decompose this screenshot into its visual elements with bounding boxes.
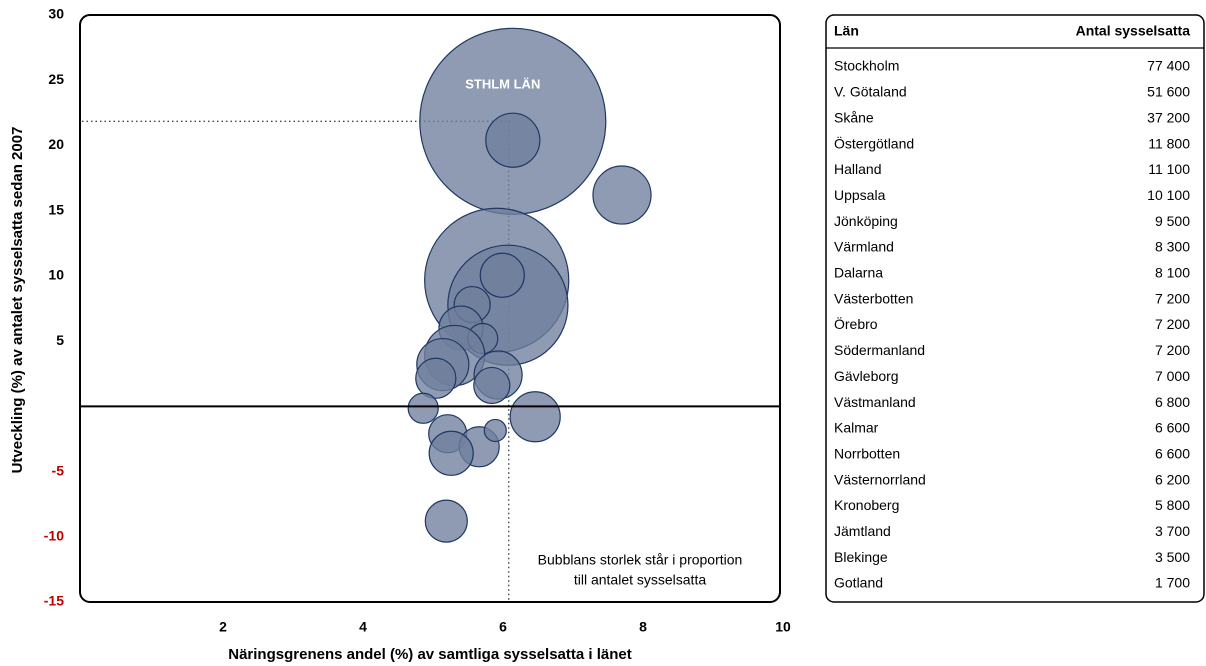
annotation: STHLM LÄN <box>465 77 540 92</box>
bubble <box>592 165 652 225</box>
bubble <box>479 252 525 298</box>
table-cell: Stockholm <box>834 58 899 74</box>
table-cell: 37 200 <box>1147 109 1190 125</box>
table-header: Län <box>834 23 859 39</box>
table-cell: Halland <box>834 161 881 177</box>
table-header: Antal sysselsatta <box>1076 23 1191 39</box>
table-cell: 9 500 <box>1155 213 1190 229</box>
x-tick-label: 2 <box>219 619 227 635</box>
y-tick-label: 15 <box>48 201 64 217</box>
plot-frame <box>79 14 781 603</box>
table-cell: 8 100 <box>1155 265 1190 281</box>
table-cell: Uppsala <box>834 187 886 203</box>
table-cell: Västernorrland <box>834 471 926 487</box>
table-cell: 7 200 <box>1155 342 1190 358</box>
y-tick-label: 5 <box>56 332 64 348</box>
y-tick-label: 25 <box>48 71 64 87</box>
table-cell: 6 600 <box>1155 445 1190 461</box>
table-cell: 77 400 <box>1147 58 1190 74</box>
table-cell: 8 300 <box>1155 239 1190 255</box>
bubble <box>424 499 468 543</box>
x-tick-label: 10 <box>775 619 791 635</box>
y-axis-title: Utveckling (%) av antalet sysselsatta se… <box>9 127 26 474</box>
table-cell: Jönköping <box>834 213 898 229</box>
bubble <box>509 391 561 443</box>
bubble <box>415 357 457 399</box>
table-cell: 6 200 <box>1155 471 1190 487</box>
table-cell: Jämtland <box>834 523 891 539</box>
table-cell: 51 600 <box>1147 84 1190 100</box>
table-cell: 7 200 <box>1155 316 1190 332</box>
table-cell: Norrbotten <box>834 445 900 461</box>
table-cell: Gävleborg <box>834 368 899 384</box>
table-cell: 10 100 <box>1147 187 1190 203</box>
table-cell: 3 500 <box>1155 549 1190 565</box>
y-tick-label: 30 <box>48 6 64 22</box>
table-cell: Skåne <box>834 109 874 125</box>
annotation: till antalet sysselsatta <box>574 572 706 588</box>
table-cell: Dalarna <box>834 265 883 281</box>
table-cell: Östergötland <box>834 134 914 151</box>
table-cell: 5 800 <box>1155 497 1190 513</box>
table-frame <box>825 14 1205 603</box>
table-cell: Kalmar <box>834 420 879 436</box>
table-cell: Kronoberg <box>834 497 899 513</box>
y-tick-label: -5 <box>52 462 65 478</box>
table-cell: Södermanland <box>834 342 925 358</box>
table-cell: 6 600 <box>1155 420 1190 436</box>
table-cell: 6 800 <box>1155 394 1190 410</box>
table-cell: Västmanland <box>834 394 916 410</box>
table-cell: Gotland <box>834 575 883 591</box>
table-cell: Blekinge <box>834 549 888 565</box>
bubble <box>485 112 541 168</box>
table-cell: 7 000 <box>1155 368 1190 384</box>
x-tick-label: 6 <box>499 619 507 635</box>
x-axis-title: Näringsgrenens andel (%) av samtliga sys… <box>228 646 632 663</box>
y-tick-label: 10 <box>48 267 64 283</box>
x-tick-label: 4 <box>359 619 367 635</box>
table-cell: Västerbotten <box>834 290 913 306</box>
plot: STHLM LÄN Bubblans storlek står i proport… <box>81 27 779 602</box>
y-tick-label: 20 <box>48 136 64 152</box>
table-cell: 7 200 <box>1155 290 1190 306</box>
table-cell: 1 700 <box>1155 575 1190 591</box>
bubble <box>483 418 507 443</box>
table-cell: V. Götaland <box>834 84 907 100</box>
x-tick-label: 8 <box>639 619 647 635</box>
bubble <box>407 392 439 424</box>
y-tick-label: -10 <box>44 527 64 543</box>
table-cell: 3 700 <box>1155 523 1190 539</box>
bubble <box>428 430 474 476</box>
table: Län Antal sysselsatta Stockholm 77 400 V. Gö… <box>826 23 1204 591</box>
y-tick-label: -15 <box>44 593 64 609</box>
table-cell: Örebro <box>834 315 878 332</box>
table-cell: 11 800 <box>1148 135 1190 151</box>
bubble <box>473 366 511 405</box>
table-cell: Värmland <box>834 239 894 255</box>
annotation: Bubblans storlek står i proportion <box>538 552 743 568</box>
table-cell: 11 100 <box>1148 161 1190 177</box>
